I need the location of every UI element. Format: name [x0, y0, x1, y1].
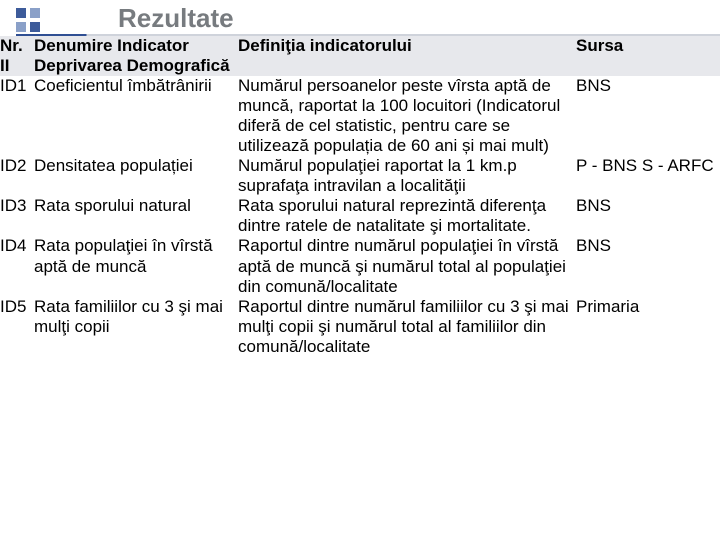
- cell-nr: ID2: [0, 156, 34, 196]
- cell-def: Numărul populaţiei raportat la 1 km.p su…: [238, 156, 576, 196]
- cell-nr: ID3: [0, 196, 34, 236]
- table-row: ID3Rata sporului naturalRata sporului na…: [0, 196, 720, 236]
- table-row: ID1Coeficientul îmbătrâniriiNumărul pers…: [0, 76, 720, 156]
- cell-src: BNS: [576, 196, 720, 236]
- section-def-empty: [238, 56, 576, 76]
- cell-den: Densitatea populației: [34, 156, 238, 196]
- cell-def: Raportul dintre numărul populaţiei în vî…: [238, 236, 576, 296]
- cell-def: Numărul persoanelor peste vîrsta aptă de…: [238, 76, 576, 156]
- table-row: ID5Rata familiilor cu 3 şi mai mulţi cop…: [0, 297, 720, 357]
- cell-def: Raportul dintre numărul familiilor cu 3 …: [238, 297, 576, 357]
- col-header-def: Definiţia indicatorului: [238, 36, 576, 56]
- title-bar: Rezultate: [0, 0, 720, 36]
- cell-den: Rata sporului natural: [34, 196, 238, 236]
- cell-src: BNS: [576, 236, 720, 296]
- cell-src: BNS: [576, 76, 720, 156]
- section-src-empty: [576, 56, 720, 76]
- cell-src: P - BNS S - ARFC: [576, 156, 720, 196]
- section-nr: II: [0, 56, 34, 76]
- page-title: Rezultate: [118, 3, 234, 34]
- cell-nr: ID1: [0, 76, 34, 156]
- section-den: Deprivarea Demografică: [34, 56, 238, 76]
- col-header-den: Denumire Indicator: [34, 36, 238, 56]
- table-header-row: Nr.Denumire IndicatorDefiniţia indicator…: [0, 36, 720, 56]
- table-row: ID2Densitatea populațieiNumărul populaţi…: [0, 156, 720, 196]
- cell-den: Coeficientul îmbătrânirii: [34, 76, 238, 156]
- cell-nr: ID5: [0, 297, 34, 357]
- page-root: Rezultate Nr.Denumire IndicatorDefiniţia…: [0, 0, 720, 540]
- cell-src: Primaria: [576, 297, 720, 357]
- table-section-row: IIDeprivarea Demografică: [0, 56, 720, 76]
- title-underline: [16, 34, 720, 36]
- col-header-nr: Nr.: [0, 36, 34, 56]
- indicators-table: Nr.Denumire IndicatorDefiniţia indicator…: [0, 36, 720, 357]
- title-accent-squares: [16, 8, 40, 32]
- col-header-src: Sursa: [576, 36, 720, 56]
- cell-def: Rata sporului natural reprezintă diferen…: [238, 196, 576, 236]
- table-row: ID4Rata populaţiei în vîrstă aptă de mun…: [0, 236, 720, 296]
- cell-nr: ID4: [0, 236, 34, 296]
- cell-den: Rata familiilor cu 3 şi mai mulţi copii: [34, 297, 238, 357]
- cell-den: Rata populaţiei în vîrstă aptă de muncă: [34, 236, 238, 296]
